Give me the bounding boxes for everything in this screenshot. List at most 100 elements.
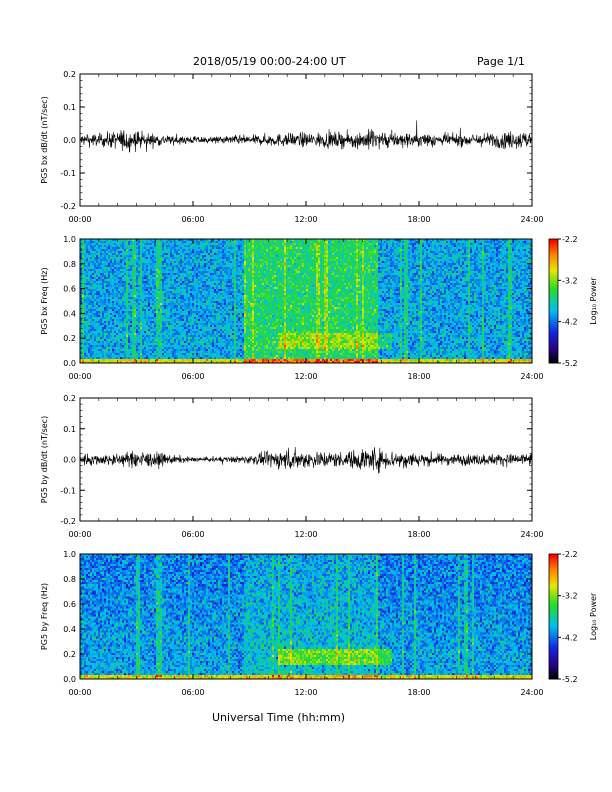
colorbar-cell — [549, 334, 558, 337]
x-tick-label: 00:00 — [68, 215, 91, 224]
colorbar-cell — [549, 585, 558, 588]
y-axis-label: PG5 bx dB/dt (nT/sec) — [40, 96, 49, 183]
y-axis-label: PG5 bx Freq (Hz) — [40, 267, 49, 334]
y-tick-label: 1.0 — [63, 235, 76, 244]
colorbar-cell — [549, 249, 558, 252]
colorbar-cell — [549, 637, 558, 640]
colorbar-cell — [549, 635, 558, 638]
colorbar-tick-label: -3.2 — [562, 592, 578, 601]
x-tick-label: 24:00 — [520, 215, 543, 224]
colorbar-cell — [549, 251, 558, 254]
x-tick-label: 12:00 — [294, 372, 317, 381]
colorbar-tick-label: -4.2 — [562, 633, 578, 642]
x-tick-label: 18:00 — [407, 530, 430, 539]
colorbar-cell — [549, 668, 558, 672]
spectrogram-image — [80, 554, 532, 679]
colorbar-cell — [549, 263, 558, 267]
x-tick-label: 06:00 — [181, 372, 204, 381]
colorbar-cell — [549, 572, 558, 576]
colorbar-cell — [549, 340, 558, 343]
colorbar-cell — [549, 629, 558, 632]
x-tick-label: 24:00 — [520, 372, 543, 381]
colorbar-cell — [549, 618, 558, 622]
colorbar-cell — [549, 647, 558, 651]
colorbar-cell — [549, 344, 558, 347]
colorbar-cell — [549, 280, 558, 283]
colorbar-cell — [549, 354, 558, 358]
colorbar-frame — [548, 238, 559, 364]
colorbar-cell — [549, 631, 558, 634]
colorbar-cell — [549, 327, 558, 331]
colorbar-cell — [549, 309, 558, 312]
colorbar-cell — [549, 267, 558, 271]
y-tick-label: 0.1 — [63, 425, 76, 434]
y-tick-label: 0.0 — [63, 136, 76, 145]
colorbar-label: Log₁₀ Power — [589, 592, 598, 640]
colorbar-cell — [549, 261, 558, 265]
x-axis-label: Universal Time (hh:mm) — [212, 711, 345, 724]
colorbar-cell — [549, 651, 558, 655]
x-tick-label: 18:00 — [407, 688, 430, 697]
spectrogram-image — [80, 239, 532, 363]
colorbar-cell — [549, 570, 558, 574]
colorbar-cell — [549, 579, 558, 582]
colorbar-cell — [549, 654, 558, 657]
colorbar-cell — [549, 601, 558, 605]
colorbar-cell — [549, 342, 558, 345]
colorbar-cell — [549, 286, 558, 290]
colorbar-cell — [549, 311, 558, 314]
colorbar-cell — [549, 641, 558, 645]
colorbar-cell — [549, 313, 558, 316]
colorbar-cell — [549, 591, 558, 595]
colorbar-cell — [549, 294, 558, 298]
y-tick-label: -0.1 — [60, 486, 76, 495]
date-range-title: 2018/05/19 00:00-24:00 UT — [193, 55, 346, 68]
colorbar-cell — [549, 562, 558, 565]
colorbar-cell — [549, 253, 558, 257]
x-tick-label: 06:00 — [181, 530, 204, 539]
colorbar-cell — [549, 624, 558, 628]
colorbar-cell — [549, 352, 558, 356]
colorbar-cell — [549, 566, 558, 570]
colorbar-tick-label: -2.2 — [562, 235, 578, 244]
colorbar-cell — [549, 554, 558, 557]
colorbar-cell — [549, 243, 558, 246]
colorbar-cell — [549, 321, 558, 325]
colorbar-2: -2.2 -3.2 -4.2 -5.2 Log₁₀ Power — [548, 235, 598, 368]
colorbar-cell — [549, 643, 558, 647]
colorbar-cell — [549, 593, 558, 597]
y-tick-label: -0.1 — [60, 169, 76, 178]
colorbar-cell — [549, 583, 558, 586]
colorbar-cell — [549, 325, 558, 329]
colorbar-cell — [549, 672, 558, 676]
y-tick-label: 0.2 — [63, 394, 76, 403]
colorbar-cell — [549, 307, 558, 310]
y-tick-label: 0.4 — [63, 309, 76, 318]
y-tick-label: 0.0 — [63, 675, 76, 684]
colorbar-cell — [549, 633, 558, 636]
x-tick-label: 00:00 — [68, 688, 91, 697]
y-tick-label: 0.1 — [63, 103, 76, 112]
y-axis-label: PG5 by dB/dt (nT/sec) — [40, 416, 49, 503]
colorbar-tick-label: -5.2 — [562, 359, 578, 368]
y-tick-label: 0.6 — [63, 600, 76, 609]
colorbar-cell — [549, 241, 558, 244]
y-tick-label: 0.0 — [63, 359, 76, 368]
colorbar-cell — [549, 662, 558, 665]
colorbar-cell — [549, 358, 558, 362]
colorbar-cell — [549, 574, 558, 578]
colorbar-cell — [549, 595, 558, 599]
colorbar-cell — [549, 656, 558, 659]
colorbar-cell — [549, 564, 558, 567]
colorbar-cell — [549, 292, 558, 296]
colorbar-cell — [549, 610, 558, 613]
colorbar-cell — [549, 587, 558, 590]
colorbar-cell — [549, 639, 558, 642]
colorbar-cell — [549, 259, 558, 263]
colorbar-cell — [549, 317, 558, 321]
colorbar-cell — [549, 556, 558, 559]
colorbar-tick-label: -2.2 — [562, 550, 578, 559]
colorbar-cell — [549, 257, 558, 261]
y-tick-label: 0.8 — [63, 575, 76, 584]
